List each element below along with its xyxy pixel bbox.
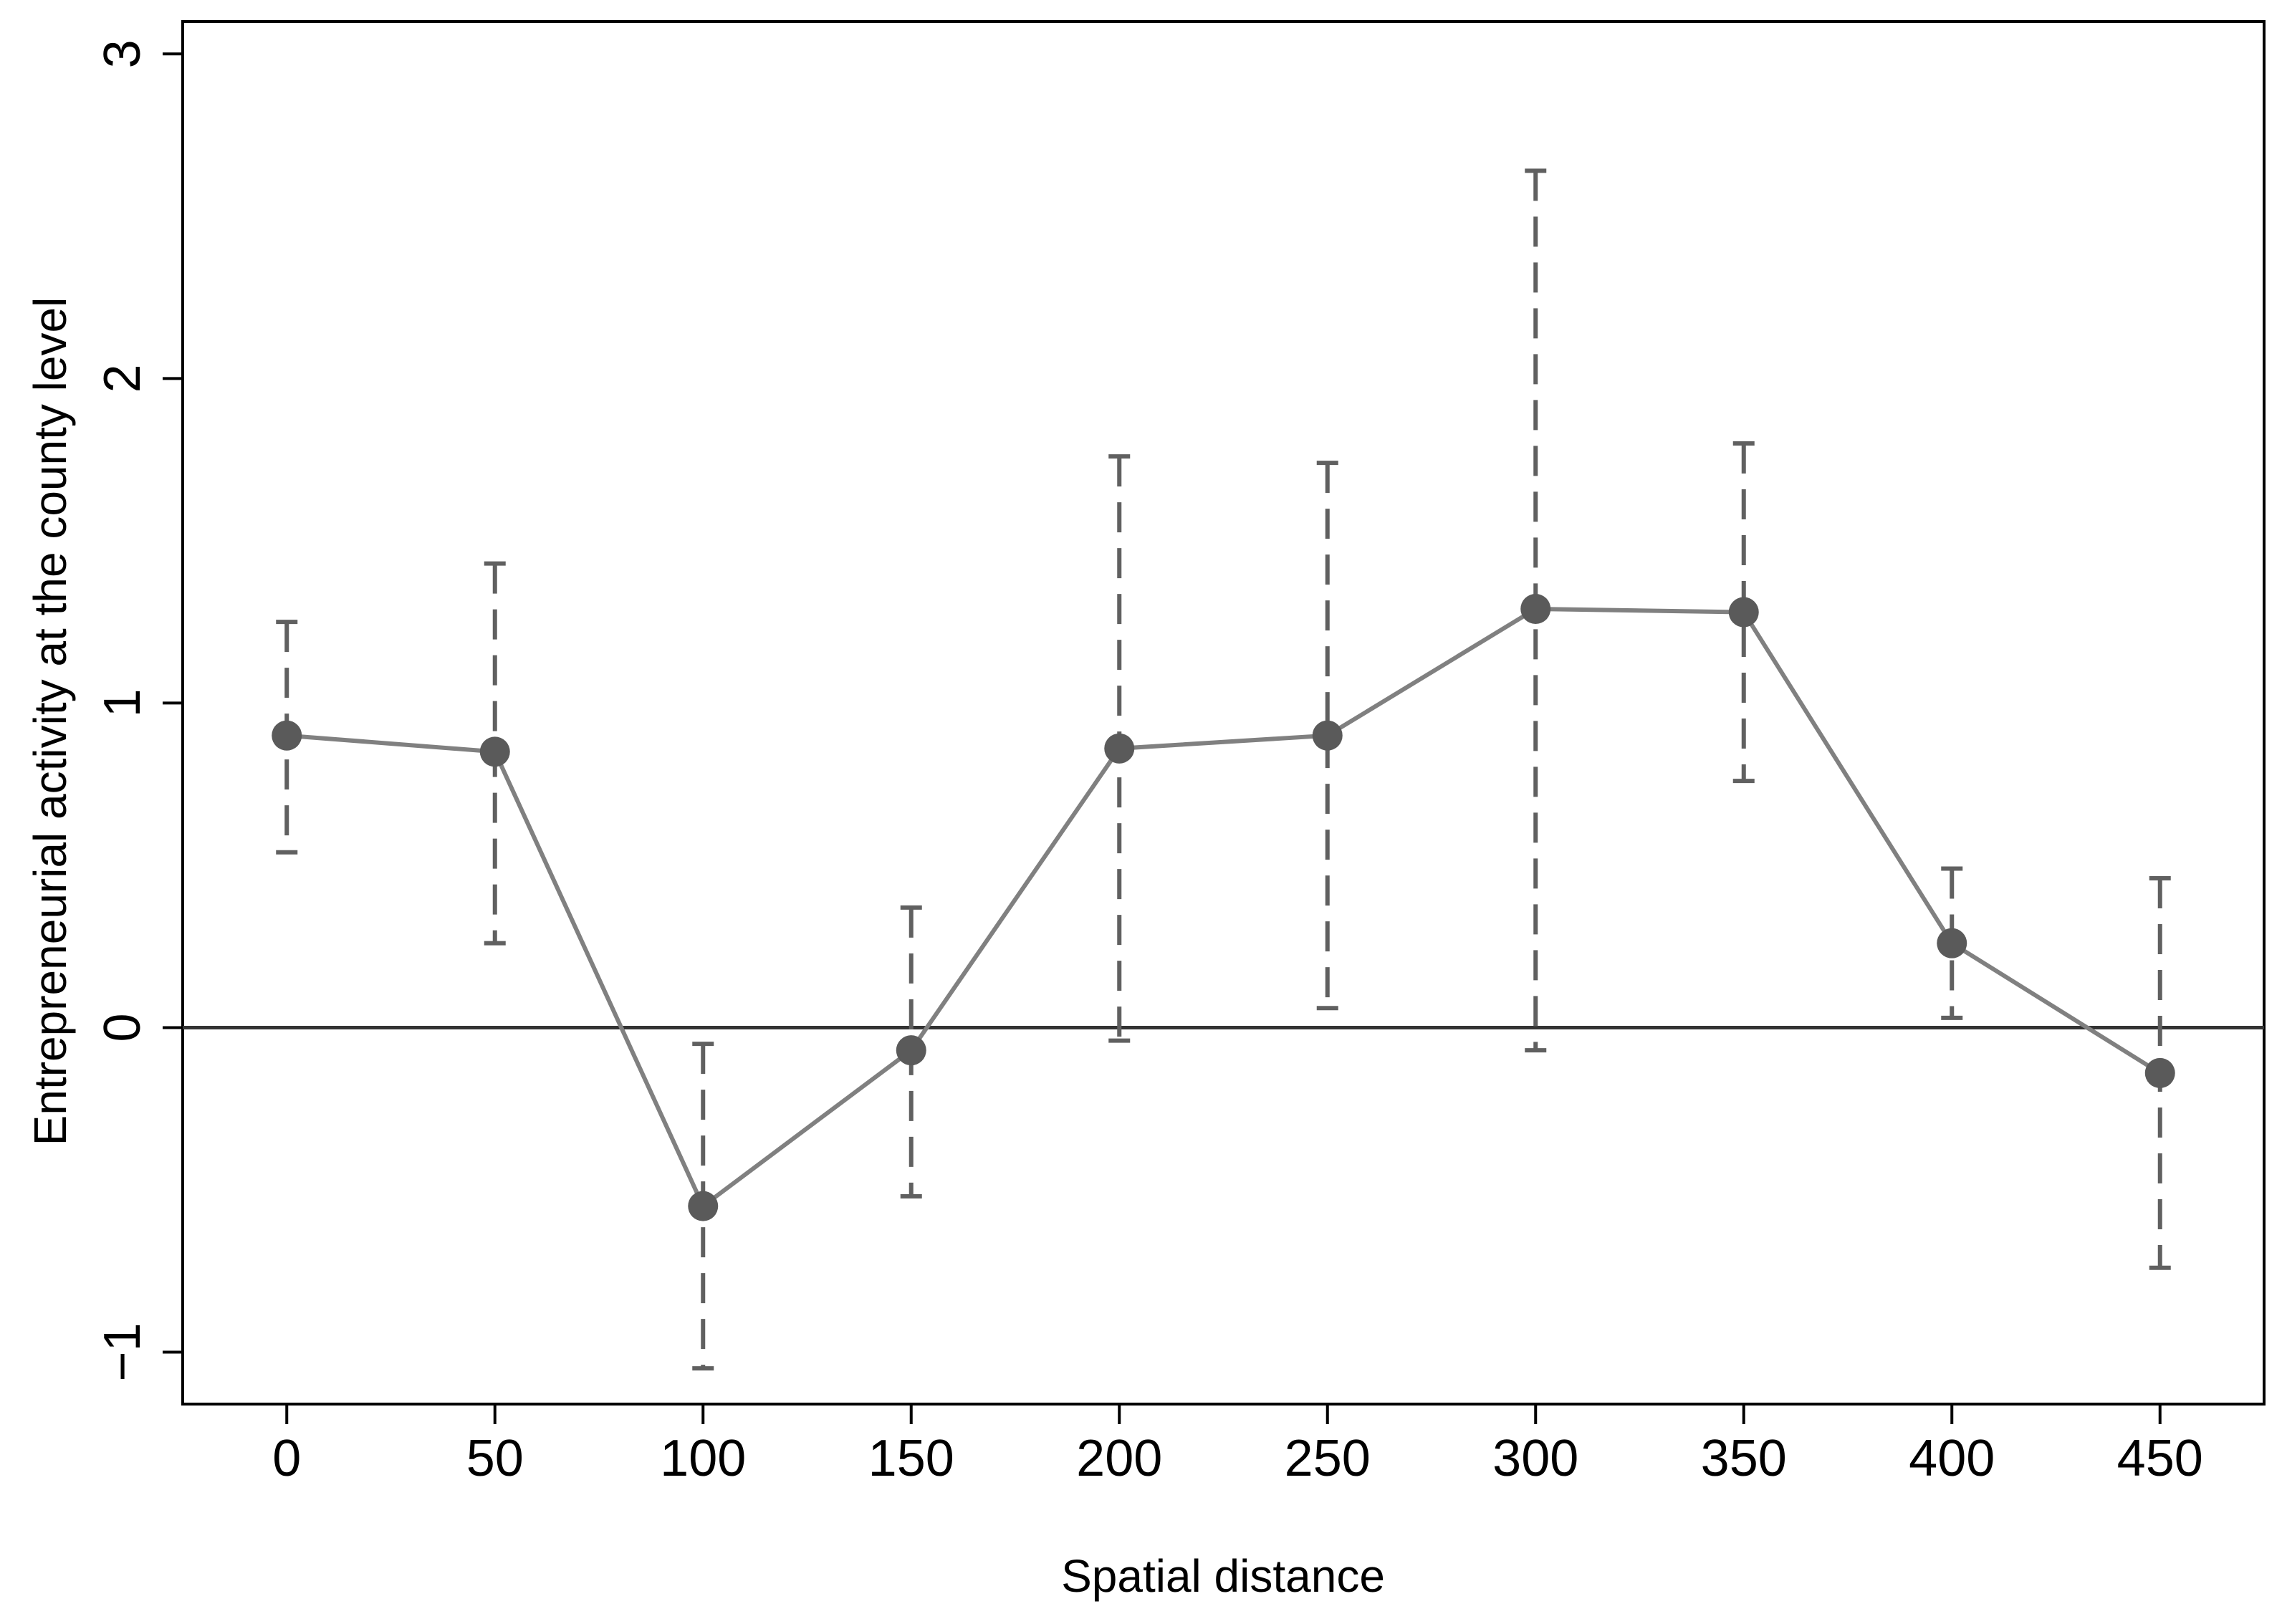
data-point bbox=[272, 720, 302, 751]
x-axis-title: Spatial distance bbox=[1061, 1550, 1385, 1602]
data-point bbox=[1104, 733, 1135, 764]
x-tick-label: 350 bbox=[1701, 1430, 1787, 1487]
y-tick-label: 0 bbox=[94, 1013, 151, 1042]
data-point bbox=[2144, 1057, 2175, 1088]
y-tick-label: 1 bbox=[94, 688, 151, 717]
series-line bbox=[287, 607, 2162, 1210]
data-point bbox=[688, 1191, 719, 1221]
x-tick-label: 50 bbox=[466, 1430, 524, 1487]
plot-frame bbox=[181, 20, 2266, 1406]
data-point bbox=[896, 1035, 926, 1066]
data-point bbox=[1937, 928, 1967, 958]
data-points bbox=[272, 594, 2175, 1221]
error-bars bbox=[276, 168, 2171, 1371]
x-axis: 0 50 100 150 200 250 300 350 400 450 bbox=[272, 1404, 2203, 1487]
data-point bbox=[1312, 720, 1343, 751]
x-tick-label: 200 bbox=[1076, 1430, 1162, 1487]
y-axis: −1 0 1 2 3 bbox=[94, 39, 183, 1382]
x-tick-label: 0 bbox=[272, 1430, 301, 1487]
x-tick-label: 250 bbox=[1285, 1430, 1371, 1487]
y-tick-label: −1 bbox=[94, 1322, 151, 1381]
x-tick-label: 400 bbox=[1909, 1430, 1995, 1487]
x-tick-label: 150 bbox=[868, 1430, 954, 1487]
data-point bbox=[1520, 594, 1551, 625]
data-point bbox=[1728, 597, 1759, 628]
y-tick-label: 2 bbox=[94, 364, 151, 393]
x-tick-label: 100 bbox=[660, 1430, 746, 1487]
y-tick-label: 3 bbox=[94, 39, 151, 68]
y-axis-title: Entrepreneurial activity at the county l… bbox=[24, 297, 76, 1146]
data-point bbox=[479, 736, 510, 767]
x-tick-label: 300 bbox=[1492, 1430, 1578, 1487]
x-tick-label: 450 bbox=[2117, 1430, 2203, 1487]
